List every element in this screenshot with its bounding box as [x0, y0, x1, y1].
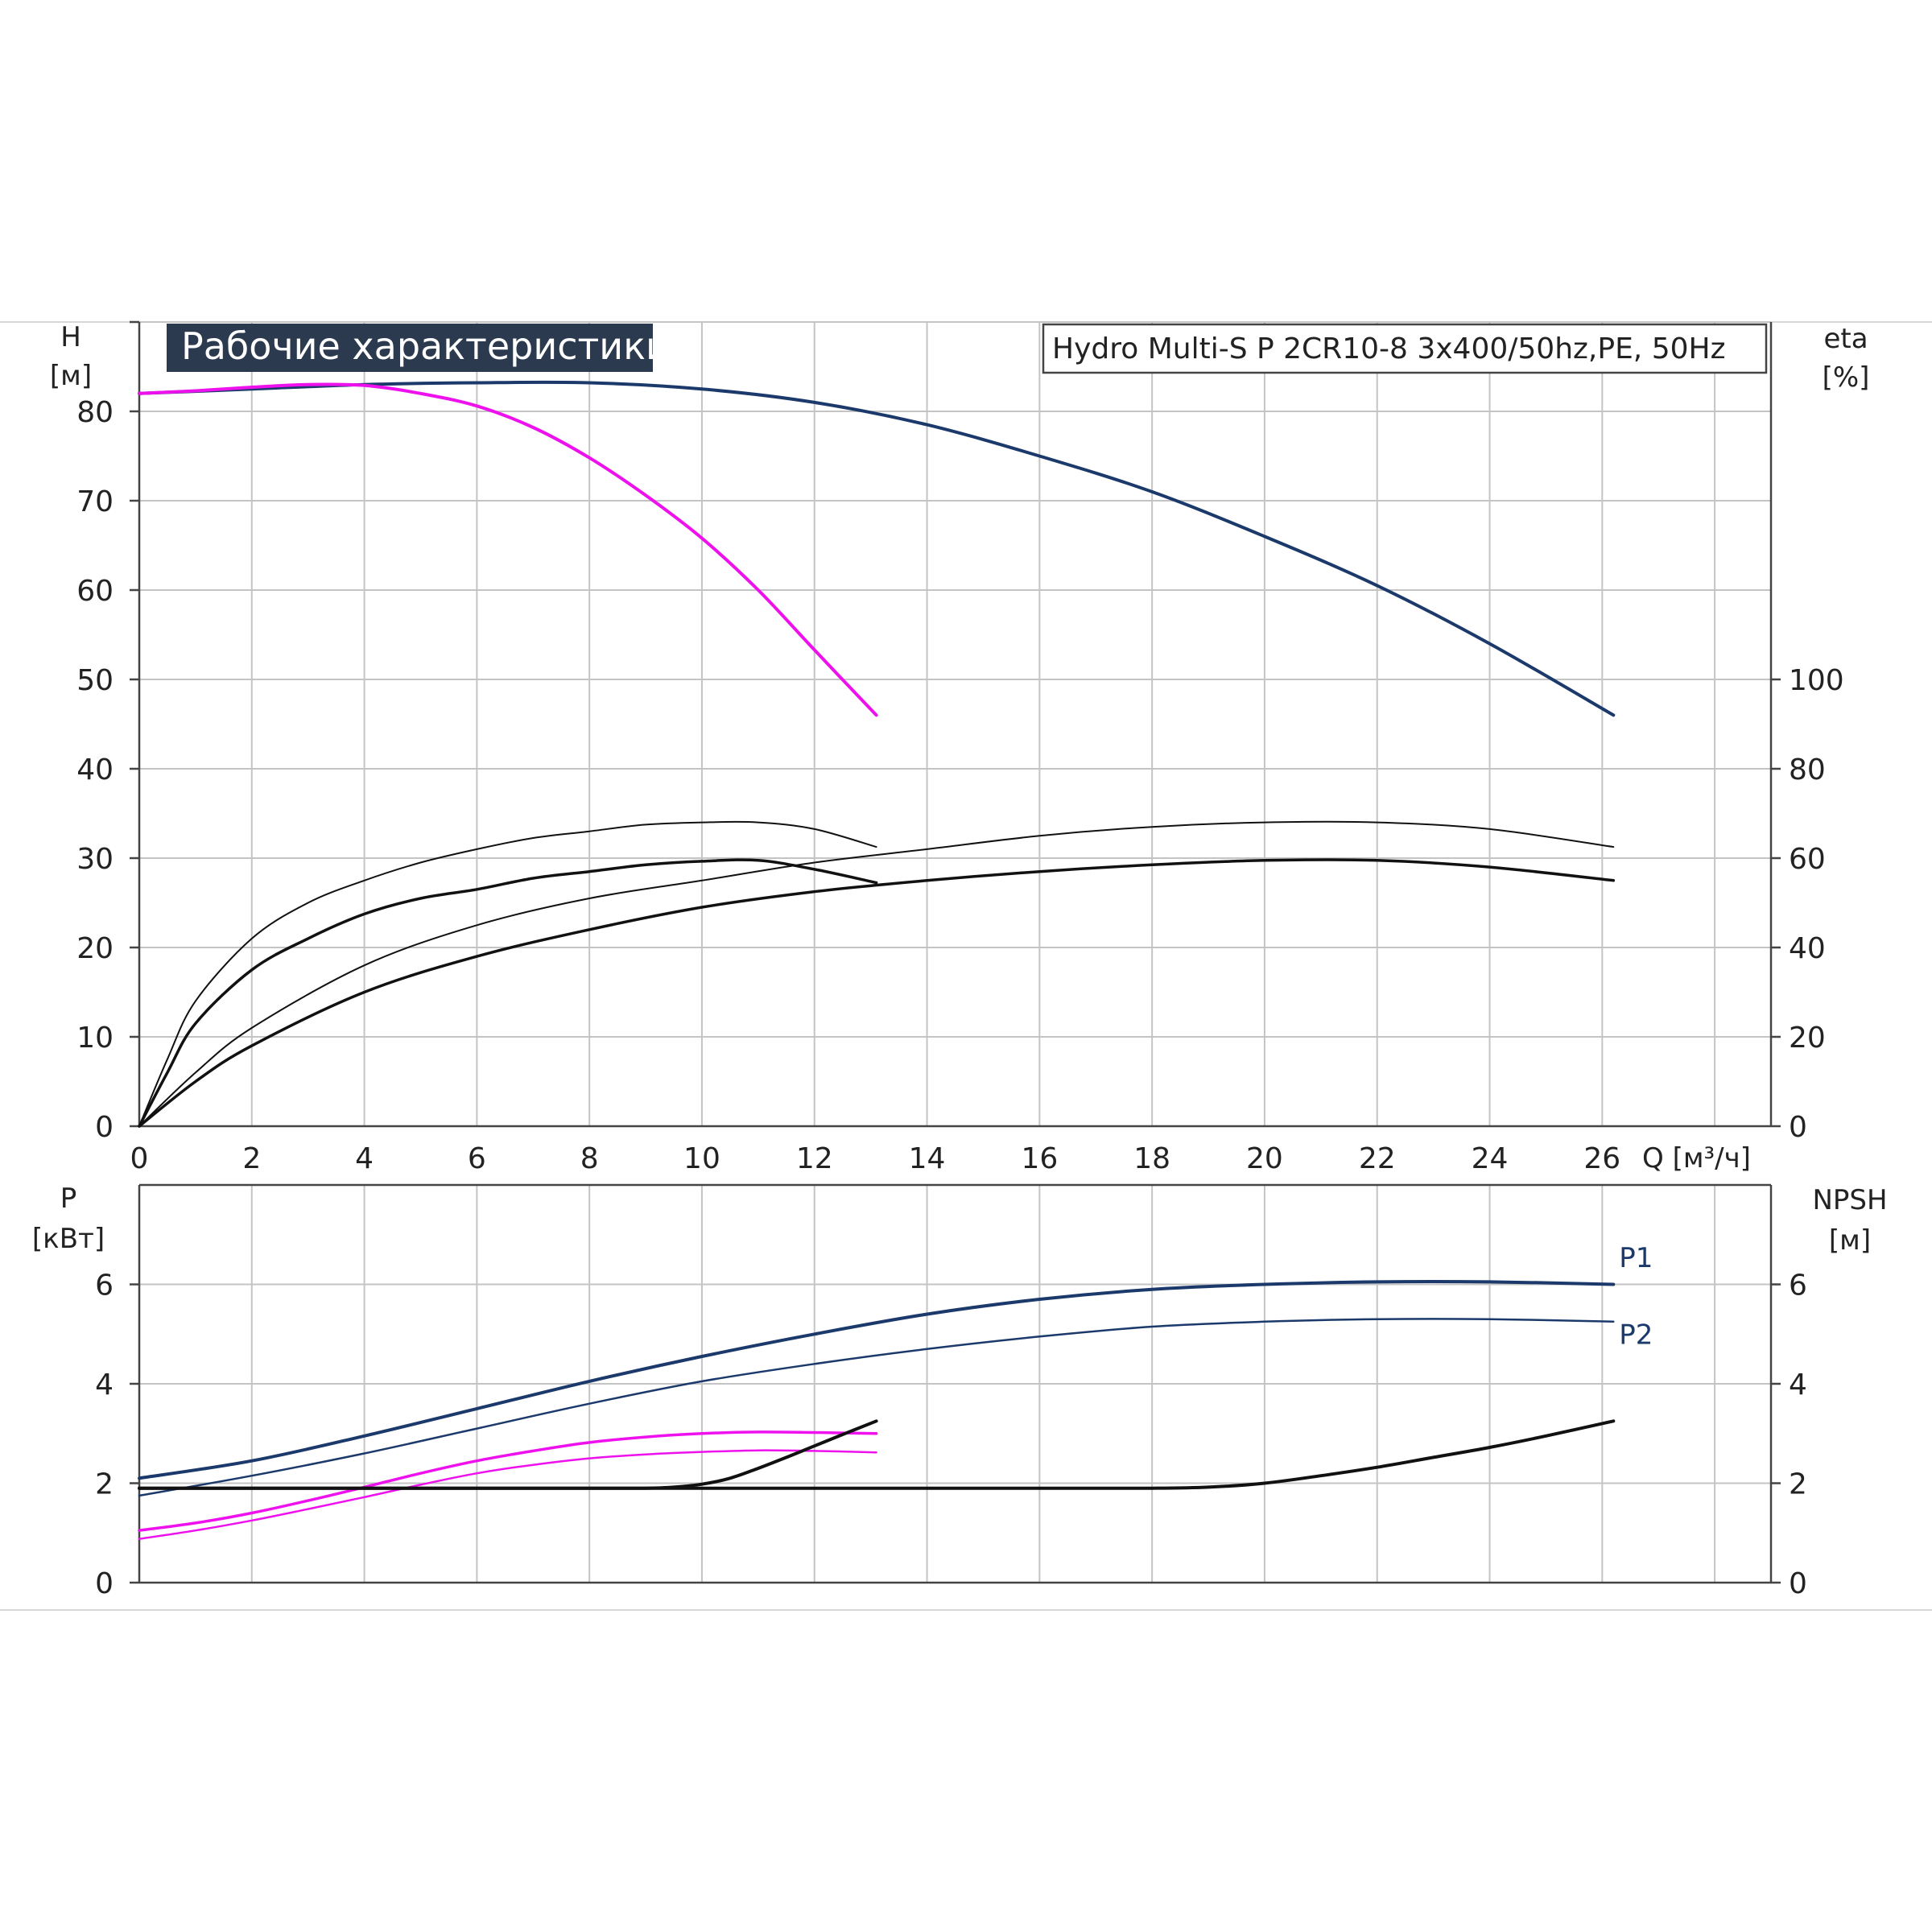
- npsh-tick-label: 0: [1789, 1567, 1807, 1600]
- y-left-tick-label: 50: [76, 664, 114, 697]
- x-tick-label: 4: [355, 1142, 374, 1175]
- x-tick-label: 8: [580, 1142, 599, 1175]
- upper-right-axis-symbol: eta: [1823, 323, 1868, 355]
- upper-series-line-5: [138, 858, 1616, 1128]
- y-right-tick-label: 40: [1789, 932, 1826, 965]
- title-box: [167, 324, 653, 372]
- lower-series-line-1: [138, 1318, 1615, 1497]
- x-tick-label: 20: [1246, 1142, 1283, 1175]
- chart-title: Рабочие характеристики: [181, 324, 670, 368]
- x-axis-label: Q [м³/ч]: [1642, 1142, 1751, 1174]
- lower-series-line-5: [138, 1419, 1616, 1490]
- npsh-tick-label: 4: [1789, 1368, 1807, 1402]
- y-right-tick-label: 20: [1789, 1022, 1826, 1055]
- lower-series: [138, 1280, 1616, 1540]
- lower-right-axis-unit: [м]: [1829, 1224, 1871, 1257]
- y-left-tick-label: 70: [76, 485, 114, 518]
- lower-tick-labels: 0 2 4 6 0 2 4 6: [95, 1269, 1807, 1601]
- x-tick-label: 26: [1583, 1142, 1620, 1175]
- x-tick-label: 22: [1359, 1142, 1396, 1175]
- p2-label: P2: [1619, 1319, 1653, 1352]
- lower-left-axis-unit: [кВт]: [32, 1223, 105, 1255]
- x-tick-label: 2: [242, 1142, 261, 1175]
- y-left-tick-label: 20: [76, 932, 114, 965]
- p-tick-label: 6: [95, 1269, 114, 1302]
- upper-tick-labels: 0 2 4 6 8 10 12 14 16 18 20 22 24 2601020304050607080…: [76, 320, 1844, 1175]
- upper-series-line-4: [138, 820, 1615, 1127]
- p-tick-label: 4: [95, 1368, 114, 1402]
- lower-grid: [139, 1185, 1771, 1583]
- upper-right-axis-unit: [%]: [1823, 361, 1870, 394]
- x-tick-label: 0: [130, 1142, 149, 1175]
- upper-series-line-3: [138, 858, 878, 1128]
- lower-right-axis-symbol: NPSH: [1812, 1184, 1887, 1216]
- upper-series-line-0: [138, 380, 1616, 717]
- x-tick-label: 24: [1472, 1142, 1509, 1175]
- npsh-tick-label: 2: [1789, 1468, 1807, 1501]
- y-left-tick-label: 10: [76, 1022, 114, 1055]
- npsh-tick-label: 6: [1789, 1269, 1807, 1302]
- upper-left-axis-symbol: H: [60, 321, 81, 353]
- p-tick-label: 2: [95, 1468, 114, 1501]
- chart-subtitle: Hydro Multi-S P 2CR10-8 3x400/50hz,PE, 5…: [1052, 332, 1725, 365]
- y-left-tick-label: 30: [76, 843, 114, 876]
- y-right-tick-label: 0: [1789, 1111, 1807, 1144]
- upper-left-axis-unit: [м]: [50, 360, 92, 392]
- y-right-tick-label: 100: [1789, 664, 1844, 697]
- lower-series-line-3: [138, 1449, 877, 1540]
- subtitle-box: [1042, 323, 1768, 374]
- lower-left-axis-symbol: P: [60, 1183, 77, 1215]
- y-left-tick-label: 0: [95, 1111, 114, 1144]
- lower-series-line-2: [138, 1430, 878, 1532]
- upper-grid: [139, 321, 1771, 1126]
- x-tick-label: 10: [683, 1142, 720, 1175]
- y-left-tick-label: 60: [76, 575, 114, 608]
- upper-series: [138, 380, 1616, 1128]
- p-tick-label: 0: [95, 1567, 114, 1600]
- x-tick-label: 12: [796, 1142, 833, 1175]
- p1-label: P1: [1619, 1242, 1653, 1274]
- x-tick-label: 6: [468, 1142, 486, 1175]
- upper-series-line-1: [138, 382, 878, 717]
- x-tick-label: 18: [1133, 1142, 1170, 1175]
- lower-series-line-0: [138, 1280, 1616, 1480]
- x-tick-label: 14: [909, 1142, 946, 1175]
- x-tick-label: 16: [1021, 1142, 1058, 1175]
- y-left-tick-label: 40: [76, 753, 114, 786]
- y-left-tick-label: 80: [76, 396, 114, 429]
- y-right-tick-label: 80: [1789, 753, 1826, 786]
- upper-series-line-2: [138, 820, 877, 1127]
- y-right-tick-label: 60: [1789, 843, 1826, 876]
